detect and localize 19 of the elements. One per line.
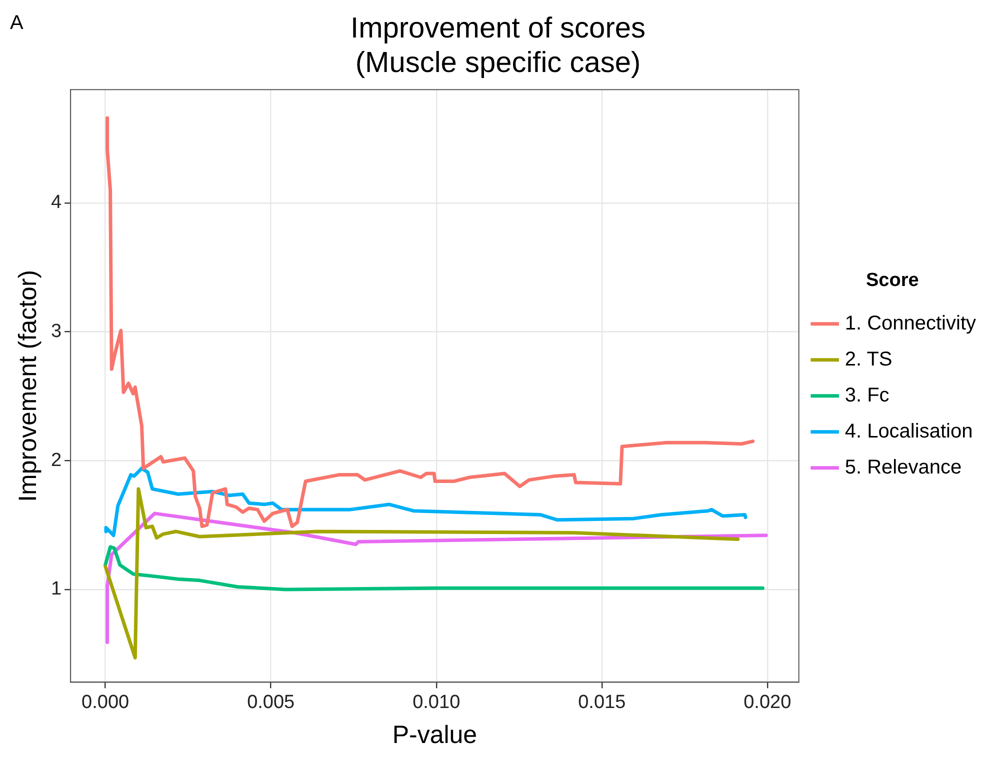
legend-label: 4. Localisation [844,420,973,442]
y-axis-title: Improvement (factor) [14,270,42,502]
y-tick-label: 3 [50,321,62,342]
legend-label: 2. TS [844,348,892,370]
chart-title: Improvement of scores (Muscle specific case) [350,12,646,80]
y-tick-label: 4 [50,192,62,214]
x-tick-label: 0.005 [247,692,295,713]
y-tick-label: 1 [50,578,62,600]
x-tick-label: 0.015 [578,692,626,713]
y-tick-label: 2 [50,450,62,471]
legend-label: 1. Connectivity [844,312,976,334]
x-tick-label: 0.010 [412,692,460,713]
legend-title: Score [866,270,919,291]
text: A [10,12,24,35]
legend-label: 5. Relevance [844,456,962,478]
x-tick-label: 0.000 [82,692,130,713]
x-tick-label: 0.020 [744,692,792,713]
x-axis-title: P-value [392,720,478,749]
legend-label: 3. Fc [844,384,890,406]
